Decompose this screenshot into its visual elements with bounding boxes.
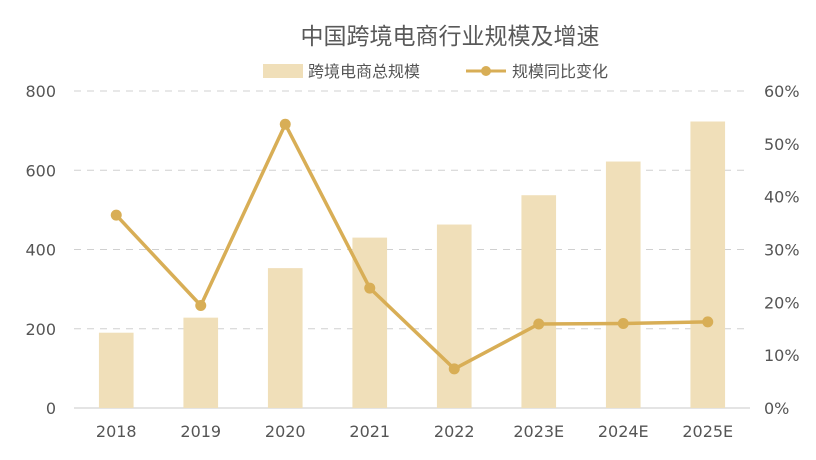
left-axis-tick-label: 0 — [46, 399, 56, 418]
x-axis-tick-label: 2024E — [598, 422, 649, 441]
line-point — [195, 300, 207, 312]
x-axis-tick-label: 2025E — [682, 422, 733, 441]
bar — [183, 317, 219, 408]
line-series — [110, 118, 714, 375]
line-point — [110, 209, 122, 221]
x-axis-tick-label: 2023E — [513, 422, 564, 441]
left-axis-ticks: 0 200 400 600 800 — [25, 82, 56, 418]
line-point — [364, 282, 376, 294]
bar — [436, 224, 472, 408]
right-axis-tick-label: 50% — [764, 135, 800, 154]
x-axis-tick-label: 2021 — [349, 422, 390, 441]
bar — [267, 268, 303, 408]
line-point — [533, 318, 545, 330]
line-point — [448, 363, 460, 375]
bar — [690, 121, 726, 408]
right-axis-tick-label: 20% — [764, 293, 800, 312]
legend-line-label: 规模同比变化 — [512, 62, 608, 81]
bar — [521, 195, 557, 408]
right-axis-tick-label: 0% — [764, 399, 789, 418]
right-axis-tick-label: 10% — [764, 346, 800, 365]
bar-series — [98, 121, 726, 408]
line-point — [279, 118, 291, 130]
left-axis-tick-label: 600 — [25, 161, 56, 180]
series-line — [115, 122, 708, 371]
legend-bar-label: 跨境电商总规模 — [308, 62, 420, 81]
bar — [98, 332, 134, 408]
x-axis-ticks: 2018 2019 2020 2021 2022 2023E 2024E 2025E — [96, 422, 733, 441]
right-axis-tick-label: 40% — [764, 188, 800, 207]
left-axis-tick-label: 400 — [25, 241, 56, 260]
x-axis-tick-label: 2020 — [265, 422, 306, 441]
line-point — [702, 316, 714, 328]
right-axis-tick-label: 60% — [764, 82, 800, 101]
x-axis-tick-label: 2018 — [96, 422, 137, 441]
gridlines — [74, 90, 750, 409]
line-point — [617, 317, 629, 329]
left-axis-tick-label: 200 — [25, 320, 56, 339]
legend-bar-swatch — [263, 64, 303, 78]
chart-title: 中国跨境电商行业规模及增速 — [301, 24, 600, 50]
x-axis-tick-label: 2022 — [434, 422, 475, 441]
bar — [605, 161, 641, 408]
x-axis-tick-label: 2019 — [180, 422, 221, 441]
left-axis-tick-label: 800 — [25, 82, 56, 101]
legend: 跨境电商总规模 规模同比变化 — [263, 62, 608, 81]
right-axis-ticks: 0% 10% 20% 30% 40% 50% 60% — [764, 82, 800, 418]
right-axis-tick-label: 30% — [764, 241, 800, 260]
legend-line-marker — [481, 66, 491, 76]
